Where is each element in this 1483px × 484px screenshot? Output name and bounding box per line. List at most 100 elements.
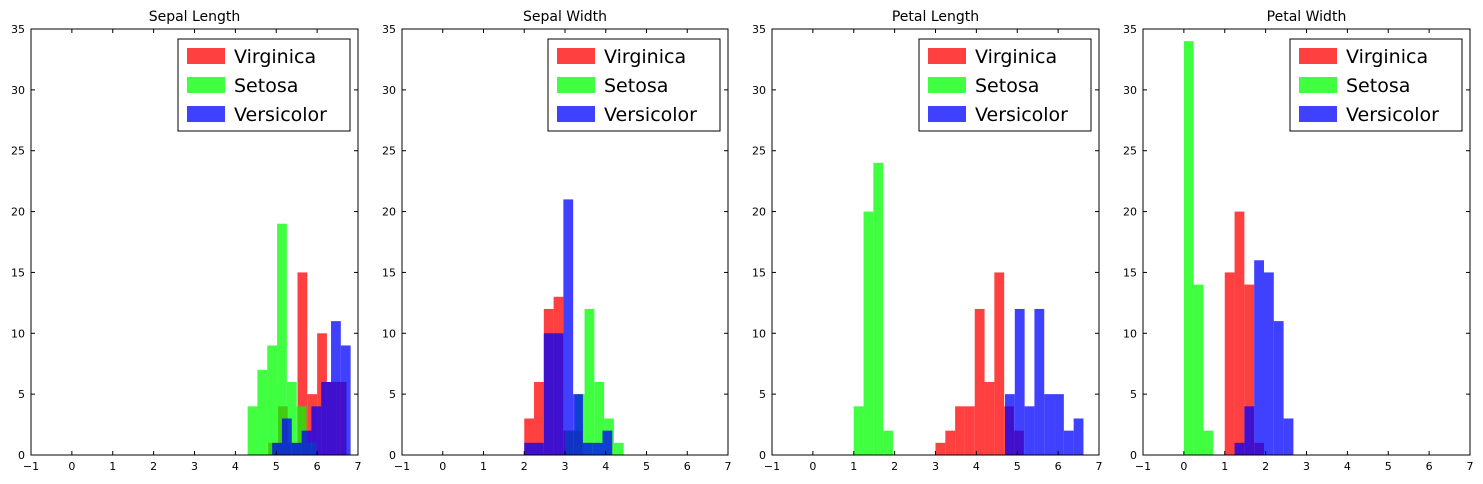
series-versicolor: [272, 321, 351, 455]
bar-versicolor: [1024, 406, 1035, 455]
y-tick-label: 0: [759, 449, 766, 462]
bar-setosa: [584, 308, 595, 455]
series-versicolor: [1004, 308, 1084, 455]
y-tick-label: 35: [752, 23, 766, 36]
x-tick-label: 2: [521, 460, 528, 473]
legend-swatch-virginica: [928, 48, 966, 64]
y-tick-label: 15: [1123, 266, 1137, 279]
x-tick-label: 4: [232, 460, 239, 473]
y-tick-label: 35: [1123, 23, 1137, 36]
bar-setosa: [1203, 430, 1214, 455]
series-setosa: [853, 162, 893, 455]
bar-setosa: [594, 381, 605, 455]
bar-versicolor: [1234, 442, 1245, 455]
x-tick-label: 6: [314, 460, 321, 473]
legend-swatch-virginica: [187, 48, 225, 64]
y-tick-label: 20: [382, 206, 396, 219]
bar-setosa: [863, 211, 874, 455]
bar-versicolor: [592, 442, 603, 455]
x-tick-label: −1: [394, 460, 410, 473]
bar-setosa: [247, 406, 258, 455]
bar-versicolor: [1044, 394, 1055, 455]
y-tick-label: 30: [382, 84, 396, 97]
x-tick-label: 5: [1385, 460, 1392, 473]
bar-versicolor: [1054, 394, 1064, 455]
x-tick-label: 4: [1344, 460, 1351, 473]
y-tick-label: 20: [1123, 206, 1137, 219]
bar-versicolor: [1254, 260, 1264, 455]
legend-label-versicolor: Versicolor: [604, 104, 697, 126]
bar-setosa: [613, 442, 624, 455]
bar-setosa: [277, 223, 287, 455]
legend-label-versicolor: Versicolor: [1346, 104, 1439, 126]
bar-virginica: [1244, 284, 1255, 455]
bar-versicolor: [291, 442, 302, 455]
x-tick-label: 2: [1262, 460, 1269, 473]
y-tick-label: 5: [1130, 388, 1137, 401]
legend-swatch-versicolor: [187, 106, 225, 122]
y-tick-label: 35: [11, 23, 25, 36]
legend-swatch-versicolor: [1299, 106, 1337, 122]
y-tick-label: 10: [1123, 327, 1137, 340]
y-tick-label: 15: [752, 266, 766, 279]
subplot-title: Petal Length: [892, 9, 979, 25]
y-tick-label: 20: [11, 206, 25, 219]
bar-versicolor: [1073, 418, 1084, 455]
x-tick-label: 7: [725, 460, 732, 473]
bar-versicolor: [573, 394, 583, 455]
legend: Virginica Setosa Versicolor: [1289, 38, 1463, 132]
bar-versicolor: [534, 442, 544, 455]
bar-setosa: [1193, 284, 1204, 455]
legend-label-virginica: Virginica: [234, 46, 316, 68]
legend-swatch-setosa: [557, 77, 595, 93]
x-tick-label: 3: [932, 460, 939, 473]
y-tick-label: 25: [382, 145, 396, 158]
bar-versicolor: [281, 418, 292, 455]
x-tick-label: 0: [439, 460, 446, 473]
y-tick-label: 0: [389, 449, 396, 462]
y-tick-label: 25: [11, 145, 25, 158]
y-tick-label: 10: [382, 327, 396, 340]
bar-versicolor: [1273, 321, 1284, 455]
x-tick-label: 7: [1467, 460, 1474, 473]
bar-versicolor: [1063, 430, 1074, 455]
bar-versicolor: [524, 442, 535, 455]
legend-swatch-versicolor: [928, 106, 966, 122]
y-tick-label: 35: [382, 23, 396, 36]
legend-label-setosa: Setosa: [1346, 75, 1410, 97]
x-tick-label: −1: [1135, 460, 1151, 473]
y-tick-label: 20: [752, 206, 766, 219]
bar-versicolor: [1244, 406, 1255, 455]
bar-versicolor: [602, 430, 613, 455]
bar-virginica: [534, 381, 544, 455]
bar-virginica: [935, 442, 946, 455]
y-tick-label: 0: [1130, 449, 1137, 462]
bar-virginica: [1224, 272, 1235, 455]
legend-swatch-setosa: [1299, 77, 1337, 93]
bar-setosa: [853, 406, 864, 455]
subplot-title: Sepal Length: [149, 9, 241, 25]
bar-versicolor: [563, 199, 574, 455]
bar-setosa: [267, 345, 278, 455]
x-tick-label: 3: [1303, 460, 1310, 473]
bar-setosa: [257, 369, 268, 455]
legend-label-versicolor: Versicolor: [234, 104, 327, 126]
legend-swatch-virginica: [1299, 48, 1337, 64]
bar-virginica: [964, 406, 975, 455]
bar-versicolor: [272, 442, 282, 455]
bar-setosa: [873, 162, 884, 455]
legend-swatch-versicolor: [557, 106, 595, 122]
bar-virginica: [994, 272, 1005, 455]
x-tick-label: 1: [850, 460, 857, 473]
y-tick-label: 5: [389, 388, 396, 401]
bar-virginica: [1234, 211, 1245, 455]
legend-label-virginica: Virginica: [1346, 46, 1428, 68]
series-setosa: [1183, 41, 1214, 456]
legend: Virginica Setosa Versicolor: [177, 38, 351, 132]
bar-versicolor: [543, 333, 554, 455]
x-tick-label: 0: [809, 460, 816, 473]
bar-virginica: [945, 430, 956, 455]
bar-versicolor: [321, 381, 332, 455]
